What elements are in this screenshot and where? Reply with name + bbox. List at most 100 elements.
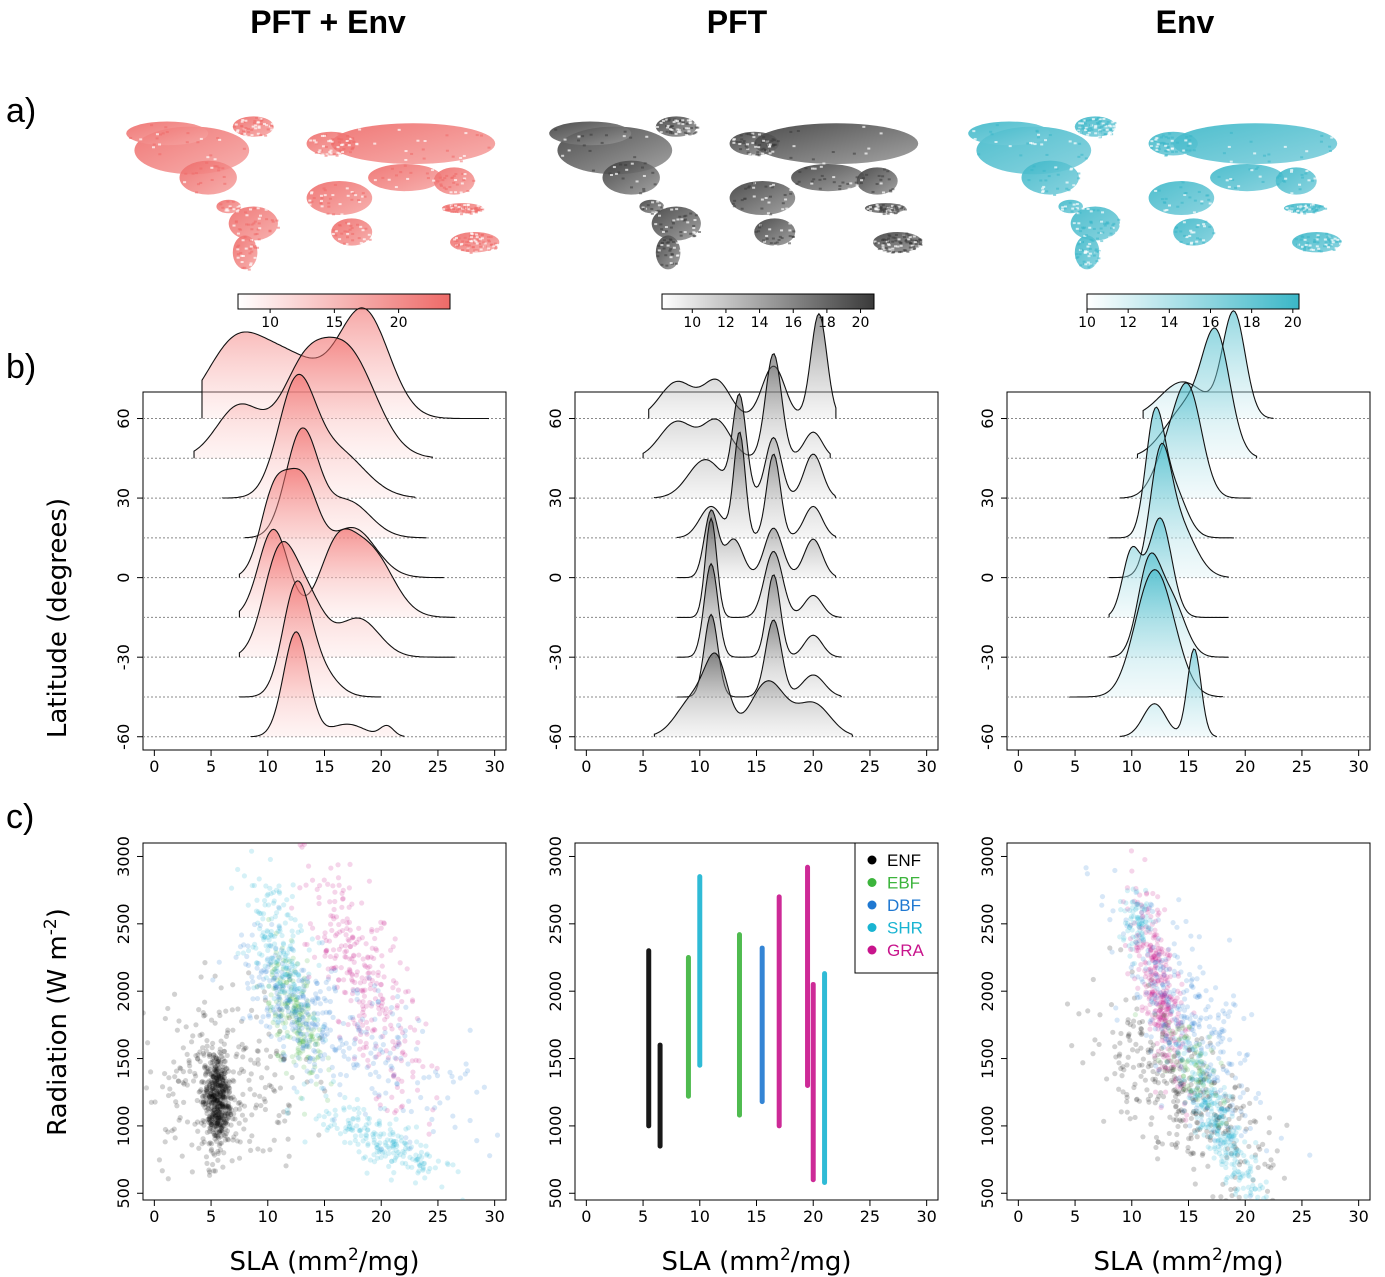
point-enf bbox=[1170, 1064, 1176, 1071]
point-dbf bbox=[1140, 979, 1146, 985]
point-gra bbox=[1177, 1074, 1183, 1080]
point-shr bbox=[269, 1004, 276, 1011]
point-enf bbox=[203, 1097, 209, 1103]
point-shr bbox=[280, 948, 287, 955]
point-ebf bbox=[275, 1052, 281, 1059]
point-shr bbox=[294, 1089, 300, 1095]
point-ebf bbox=[306, 1044, 312, 1050]
point-dbf bbox=[1143, 1032, 1149, 1038]
point-enf bbox=[1157, 1059, 1163, 1066]
y-tick-label: 3000 bbox=[114, 836, 133, 877]
point-enf bbox=[1118, 1065, 1124, 1072]
point-gra bbox=[409, 1058, 415, 1064]
point-gra bbox=[1167, 995, 1173, 1001]
point-dbf bbox=[285, 1008, 291, 1014]
point-enf bbox=[236, 1155, 243, 1161]
point-dbf bbox=[321, 1052, 328, 1058]
point-enf bbox=[212, 1064, 219, 1070]
point-enf bbox=[1224, 1106, 1231, 1112]
column-title-pft-env: PFT + Env bbox=[250, 4, 406, 40]
point-shr bbox=[1247, 1166, 1253, 1172]
point-gra bbox=[1155, 1002, 1162, 1008]
point-dbf bbox=[1177, 1006, 1183, 1012]
point-enf bbox=[1120, 1089, 1126, 1095]
point-enf bbox=[222, 1087, 229, 1093]
point-dbf bbox=[396, 1040, 402, 1046]
point-gra bbox=[376, 1006, 382, 1012]
point-shr bbox=[416, 1153, 423, 1159]
point-enf bbox=[165, 1005, 171, 1012]
point-shr bbox=[1202, 1099, 1208, 1105]
point-enf bbox=[224, 1103, 230, 1109]
point-shr bbox=[1212, 1119, 1218, 1125]
point-dbf bbox=[1148, 901, 1154, 907]
point-gra bbox=[372, 935, 378, 942]
point-gra bbox=[393, 980, 399, 986]
point-enf bbox=[218, 1122, 224, 1129]
point-gra bbox=[1163, 1021, 1169, 1028]
point-shr bbox=[1233, 1150, 1239, 1156]
point-enf bbox=[1204, 1071, 1210, 1077]
point-enf bbox=[1069, 1043, 1075, 1049]
point-shr bbox=[1229, 1113, 1235, 1119]
point-enf bbox=[1140, 1134, 1146, 1140]
point-dbf bbox=[1196, 1041, 1202, 1047]
point-shr bbox=[276, 883, 282, 889]
point-ebf bbox=[1194, 1043, 1200, 1049]
point-enf bbox=[1220, 1113, 1226, 1120]
point-dbf bbox=[1198, 1051, 1204, 1057]
point-enf bbox=[215, 1122, 221, 1128]
point-shr bbox=[1212, 1144, 1218, 1150]
point-enf bbox=[1146, 1060, 1152, 1066]
point-ebf bbox=[294, 1052, 300, 1058]
point-dbf bbox=[1114, 1017, 1120, 1023]
point-shr bbox=[466, 1222, 471, 1227]
point-gra bbox=[378, 981, 384, 987]
point-enf bbox=[1124, 1098, 1130, 1105]
point-enf bbox=[1223, 1120, 1230, 1127]
point-shr bbox=[288, 946, 294, 952]
point-enf bbox=[1180, 1087, 1187, 1093]
point-enf bbox=[210, 1040, 216, 1046]
point-shr bbox=[297, 923, 303, 929]
point-dbf bbox=[383, 1060, 389, 1066]
point-gra bbox=[365, 970, 371, 976]
point-gra bbox=[1178, 1064, 1184, 1070]
point-enf bbox=[218, 1112, 224, 1118]
point-enf bbox=[1118, 947, 1124, 953]
point-gra bbox=[1159, 1017, 1165, 1023]
point-shr bbox=[1188, 1060, 1194, 1066]
point-shr bbox=[410, 1156, 416, 1162]
point-enf bbox=[1127, 1116, 1133, 1122]
point-shr bbox=[1150, 1000, 1156, 1006]
point-ebf bbox=[278, 1057, 284, 1063]
point-shr bbox=[1234, 1159, 1241, 1165]
point-enf bbox=[213, 1054, 219, 1060]
point-dbf bbox=[254, 965, 260, 971]
point-ebf bbox=[1196, 1071, 1202, 1077]
point-dbf bbox=[1206, 1024, 1213, 1030]
point-gra bbox=[1149, 988, 1156, 994]
point-enf bbox=[215, 1106, 221, 1112]
point-dbf bbox=[1189, 1012, 1195, 1018]
point-gra bbox=[337, 929, 343, 935]
point-gra bbox=[1158, 959, 1164, 965]
point-dbf bbox=[279, 969, 285, 975]
point-shr bbox=[1226, 1133, 1233, 1139]
point-shr bbox=[266, 983, 272, 989]
point-dbf bbox=[1190, 1027, 1196, 1034]
point-gra bbox=[331, 965, 337, 971]
point-ebf bbox=[279, 986, 285, 992]
point-enf bbox=[1231, 1140, 1237, 1146]
point-enf bbox=[217, 1107, 223, 1113]
point-enf bbox=[215, 1071, 221, 1077]
point-shr bbox=[378, 1146, 384, 1152]
point-dbf bbox=[430, 1128, 436, 1135]
ridge-line bbox=[201, 307, 489, 420]
point-gra bbox=[391, 1074, 397, 1080]
point-ebf bbox=[1185, 1058, 1191, 1064]
point-shr bbox=[1117, 898, 1124, 905]
point-enf bbox=[212, 1086, 218, 1092]
point-dbf bbox=[303, 1020, 309, 1026]
point-enf bbox=[204, 1090, 210, 1096]
